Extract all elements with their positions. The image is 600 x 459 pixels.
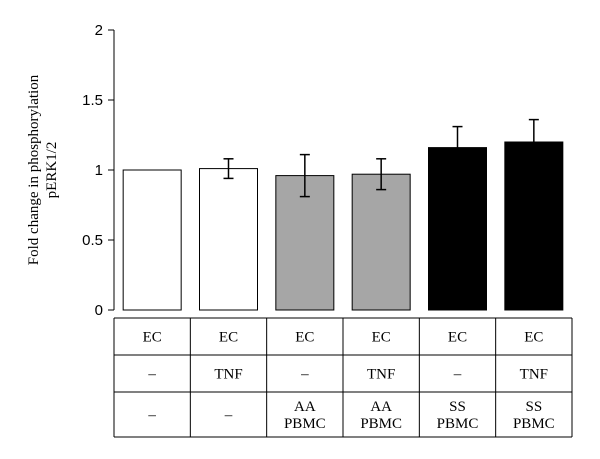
table-cell-text: PBMC [513, 416, 555, 432]
table-cell-text: SS [449, 399, 466, 415]
table-cell-text: EC [219, 330, 238, 346]
y-tick-label: 2 [95, 22, 103, 39]
y-axis-label-line1: Fold change in phosphorylation [26, 74, 42, 265]
table-cell-text: EC [448, 330, 467, 346]
y-tick-label: 0.5 [82, 232, 103, 249]
table-cell-text: – [147, 408, 156, 424]
condition-table: EC EC EC EC EC EC– TNF – TNF – TNF– –AAPBMCAAPBMCSS… [114, 318, 572, 437]
table-cell-text: AA [294, 399, 316, 415]
table-cell-text: – [224, 408, 233, 424]
table-cell-text: SS [525, 399, 542, 415]
table-cell-text: EC [143, 330, 162, 346]
table-cell-text: PBMC [437, 416, 479, 432]
table-cell-text: EC [295, 330, 314, 346]
bar-chart: Fold change in phosphorylation pERK1/2 0… [0, 0, 600, 459]
y-tick-label: 1 [95, 162, 103, 179]
table-cell-text: EC [372, 330, 391, 346]
table-cell-text: PBMC [284, 416, 326, 432]
bar [352, 174, 410, 310]
bar [123, 170, 181, 310]
table-cell-text: PBMC [360, 416, 402, 432]
y-axis-label-line2: pERK1/2 [44, 142, 60, 199]
bar [505, 142, 563, 310]
y-tick-label: 0 [95, 302, 103, 319]
table-cell-text: TNF [214, 367, 242, 383]
table-cell-text: – [300, 367, 309, 383]
table-cell-text: AA [370, 399, 392, 415]
y-axis: 0 0.5 1 1.5 2 [82, 22, 114, 319]
table-cell-text: TNF [520, 367, 548, 383]
table-cell-text: TNF [367, 367, 395, 383]
table-cell-text: – [453, 367, 462, 383]
bar [429, 148, 487, 310]
y-tick-label: 1.5 [82, 92, 103, 109]
table-cell-text: – [147, 367, 156, 383]
table-cell-text: EC [524, 330, 543, 346]
bar [200, 169, 258, 310]
bars [123, 120, 563, 310]
